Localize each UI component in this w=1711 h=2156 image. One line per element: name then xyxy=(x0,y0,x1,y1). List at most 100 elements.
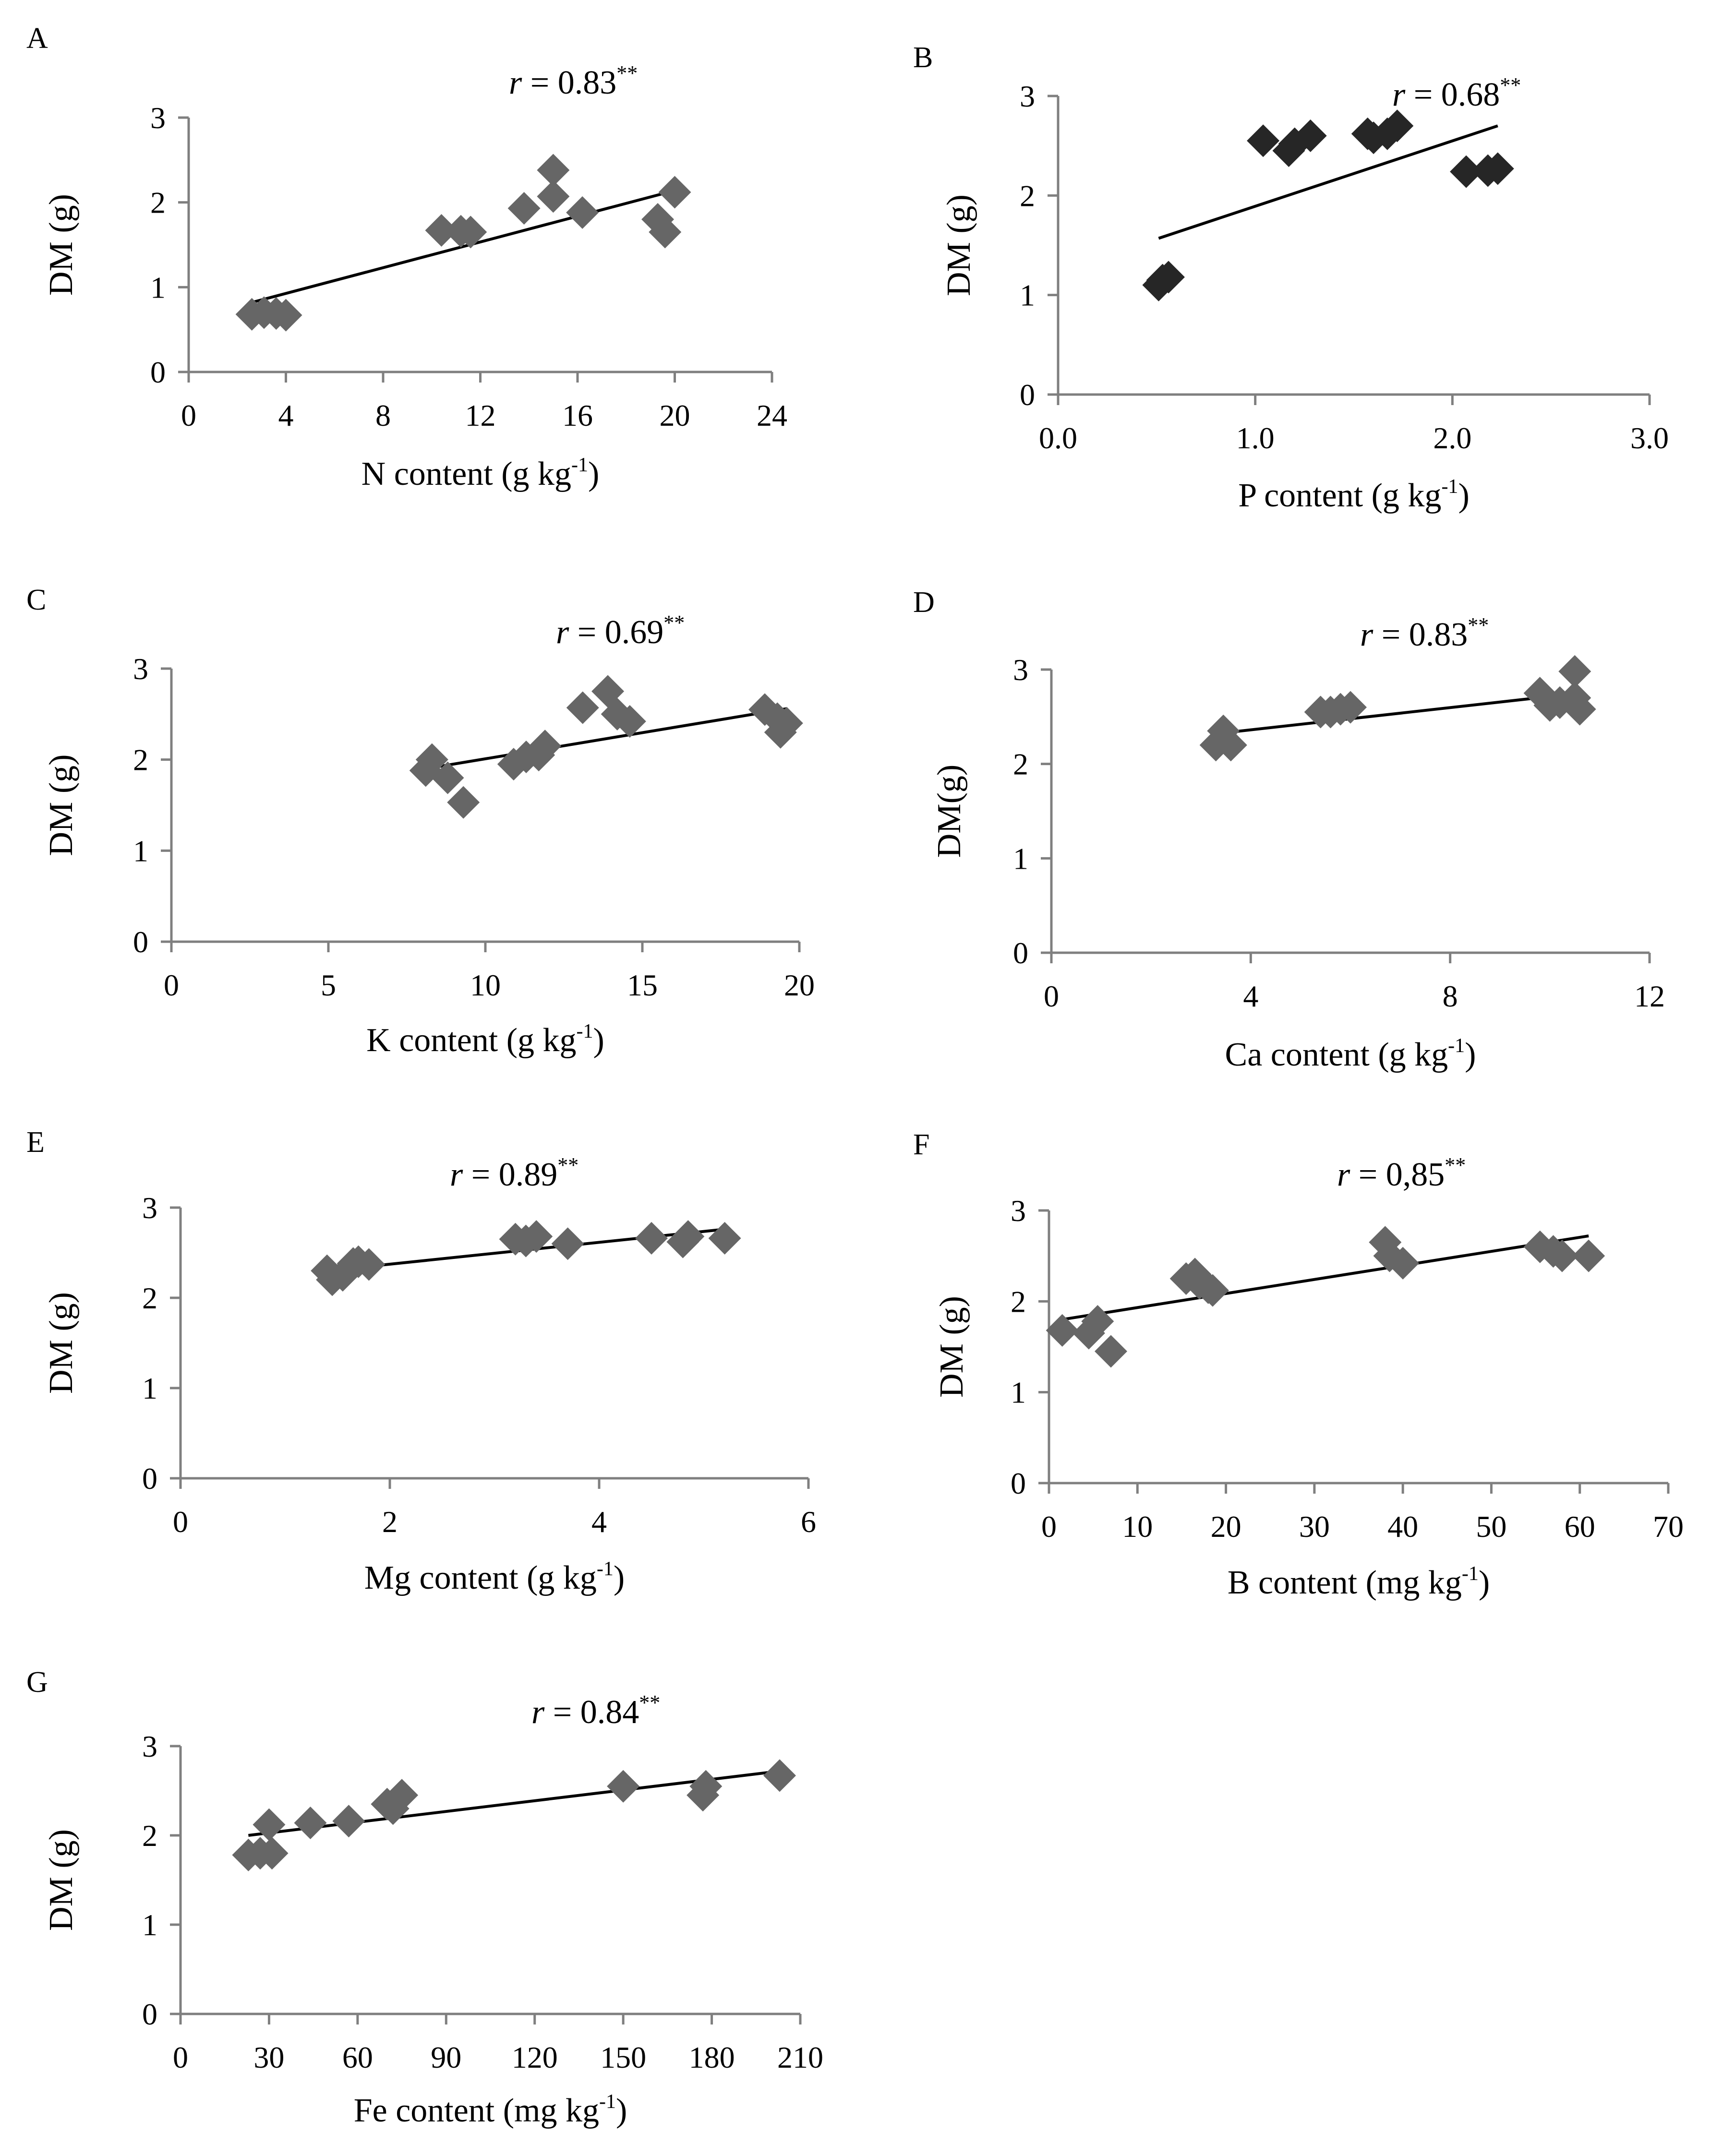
data-point-e xyxy=(708,1222,741,1255)
y-tick-label-d: 3 xyxy=(1013,653,1028,687)
y-axis-title-e: DM (g) xyxy=(43,1292,80,1394)
data-point-f xyxy=(1196,1274,1229,1307)
y-tick-label-b: 3 xyxy=(1020,79,1035,113)
y-tick-label-c: 2 xyxy=(133,743,148,777)
data-point-f xyxy=(1095,1335,1127,1368)
x-tick-label-e: 0 xyxy=(173,1505,188,1539)
x-tick-label-f: 40 xyxy=(1387,1509,1418,1544)
data-point-g xyxy=(294,1806,327,1839)
y-tick-label-e: 0 xyxy=(142,1461,157,1496)
trendline-a xyxy=(251,189,675,304)
x-axis-title-f: B content (mg kg-1) xyxy=(1228,1563,1490,1601)
x-tick-label-a: 20 xyxy=(660,398,690,432)
x-tick-label-g: 0 xyxy=(173,2040,188,2074)
x-tick-label-a: 24 xyxy=(757,398,787,432)
data-point-g xyxy=(386,1779,419,1812)
data-point-g xyxy=(763,1759,796,1792)
data-point-g xyxy=(255,1837,289,1870)
x-tick-label-g: 180 xyxy=(689,2040,735,2074)
x-tick-label-f: 60 xyxy=(1565,1509,1595,1544)
x-tick-label-b: 1.0 xyxy=(1236,421,1275,455)
data-point-b xyxy=(1247,124,1280,157)
y-axis-title-c: DM (g) xyxy=(43,755,80,856)
trendline-b xyxy=(1158,124,1498,240)
x-tick-label-d: 0 xyxy=(1044,979,1059,1013)
data-point-g xyxy=(332,1805,365,1838)
x-tick-label-f: 0 xyxy=(1041,1509,1057,1544)
data-point-c xyxy=(613,705,646,738)
correlation-label-e: r = 0.89** xyxy=(450,1153,578,1193)
x-tick-label-g: 30 xyxy=(253,2040,284,2074)
x-tick-label-a: 8 xyxy=(375,398,391,432)
data-point-f xyxy=(1572,1239,1605,1272)
y-tick-label-b: 0 xyxy=(1020,378,1035,412)
x-tick-label-f: 50 xyxy=(1476,1509,1506,1544)
y-tick-label-b: 1 xyxy=(1020,278,1035,312)
x-tick-label-f: 20 xyxy=(1211,1509,1241,1544)
data-point-f xyxy=(1046,1314,1079,1347)
trendline-c xyxy=(425,707,787,770)
data-point-a xyxy=(649,216,682,249)
correlation-label-g: r = 0.84** xyxy=(531,1691,660,1731)
y-tick-label-f: 1 xyxy=(1011,1376,1026,1410)
x-tick-label-b: 2.0 xyxy=(1433,421,1471,455)
correlation-label-f: r = 0,85** xyxy=(1337,1153,1466,1193)
data-point-e xyxy=(635,1222,668,1255)
panel-e: E 0 1 2 3 0 2 4 6 r = 0.89** Mg content (g kg-1) DM… xyxy=(26,1126,816,1596)
x-tick-label-g: 210 xyxy=(777,2040,823,2074)
x-tick-label-a: 12 xyxy=(465,398,496,432)
data-point-a xyxy=(269,299,302,332)
panel-letter-g: G xyxy=(26,1666,48,1699)
x-axis-title-b: P content (g kg-1) xyxy=(1238,476,1470,514)
data-point-d xyxy=(1214,729,1247,762)
x-tick-label-g: 120 xyxy=(512,2040,558,2074)
data-point-g xyxy=(689,1770,723,1803)
data-point-a xyxy=(454,216,487,249)
data-point-c xyxy=(431,761,464,794)
x-axis-title-e: Mg content (g kg-1) xyxy=(364,1558,625,1596)
y-tick-label-g: 3 xyxy=(142,1729,157,1763)
data-point-a xyxy=(537,180,570,213)
data-point-f xyxy=(1545,1239,1578,1272)
data-point-b xyxy=(1481,152,1514,185)
x-tick-label-f: 30 xyxy=(1299,1509,1330,1544)
data-point-a xyxy=(658,176,691,209)
panel-c: C 0 1 2 3 0 5 10 15 20 r = 0.69** K content (g kg-1… xyxy=(26,584,815,1059)
data-point-b xyxy=(1371,117,1404,150)
data-point-d xyxy=(1334,691,1367,724)
x-tick-label-g: 60 xyxy=(342,2040,373,2074)
x-axis-title-d: Ca content (g kg-1) xyxy=(1225,1035,1476,1073)
data-point-b xyxy=(1357,121,1390,155)
y-tick-label-d: 0 xyxy=(1013,936,1028,970)
data-point-b xyxy=(1294,119,1327,152)
y-tick-label-g: 0 xyxy=(142,1997,157,2031)
y-tick-label-a: 2 xyxy=(150,186,166,220)
y-tick-label-e: 3 xyxy=(142,1191,157,1225)
y-axis-title-g: DM (g) xyxy=(43,1829,80,1931)
x-tick-label-a: 4 xyxy=(278,398,294,432)
data-point-g xyxy=(607,1770,640,1803)
correlation-label-b: r = 0.68** xyxy=(1392,73,1521,113)
panel-letter-b: B xyxy=(913,41,933,74)
trendline-d xyxy=(1216,692,1580,735)
x-axis-title-g: Fe content (mg kg-1) xyxy=(354,2091,627,2129)
data-point-e xyxy=(551,1227,584,1260)
x-tick-label-f: 70 xyxy=(1653,1509,1684,1544)
y-tick-label-c: 1 xyxy=(133,834,148,868)
x-axis-title-a: N content (g kg-1) xyxy=(361,454,600,492)
data-point-a xyxy=(537,154,570,187)
x-tick-label-c: 5 xyxy=(321,968,336,1002)
y-axis-title-f: DM (g) xyxy=(933,1296,970,1398)
panel-b: B 0 1 2 3 0.0 1.0 2.0 3.0 r = 0.68** P content (g … xyxy=(913,41,1669,514)
x-tick-label-e: 2 xyxy=(382,1505,398,1539)
x-tick-label-a: 16 xyxy=(562,398,593,432)
y-tick-label-a: 3 xyxy=(150,101,166,135)
y-tick-label-e: 2 xyxy=(142,1281,157,1315)
x-tick-label-b: 3.0 xyxy=(1630,421,1669,455)
data-point-c xyxy=(447,786,480,819)
x-tick-label-f: 10 xyxy=(1122,1509,1153,1544)
correlation-label-d: r = 0.83** xyxy=(1360,613,1489,653)
